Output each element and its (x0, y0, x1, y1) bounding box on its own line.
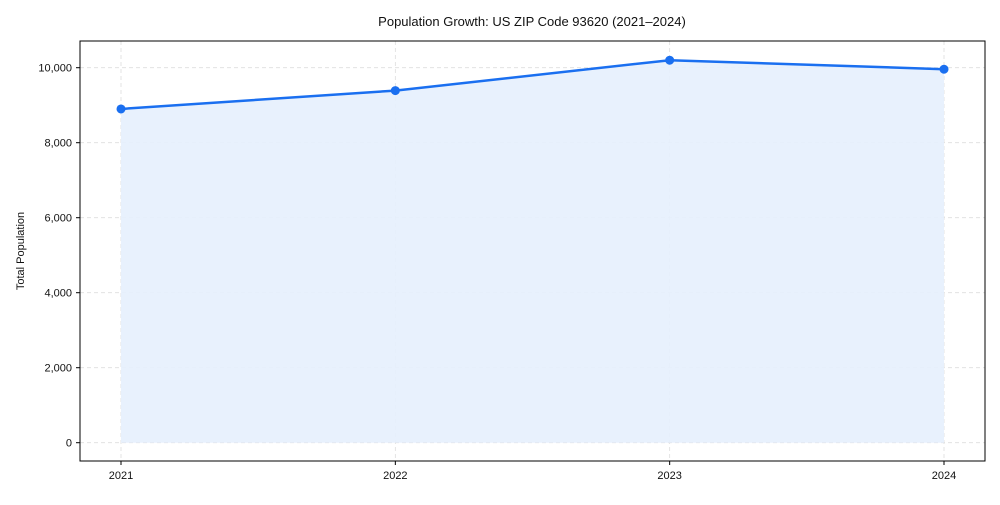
data-point (939, 64, 949, 74)
area-fill (121, 60, 944, 443)
x-tick-label: 2022 (383, 470, 407, 482)
y-tick-label: 4,000 (44, 288, 72, 300)
x-tick-label: 2023 (657, 470, 681, 482)
series-line (120, 58, 945, 111)
plot-frame (79, 40, 986, 462)
x-tick-label: 2024 (932, 470, 956, 482)
data-point (116, 104, 126, 114)
series-layer (116, 55, 949, 114)
data-point (665, 55, 675, 65)
data-point (390, 86, 400, 96)
y-tick-label: 8,000 (44, 138, 72, 150)
x-tick-label: 2021 (109, 470, 133, 482)
y-axis-label: Total Population (15, 212, 27, 290)
y-tick-label: 2,000 (44, 363, 72, 375)
y-tick-label: 10,000 (38, 63, 72, 75)
chart-title: Population Growth: US ZIP Code 93620 (20… (378, 14, 686, 29)
axes: 0 2,000 4,000 6,000 8,000 10,000 2021 2022 2023 2… (38, 63, 956, 482)
area-layer (121, 60, 944, 443)
y-tick-label: 6,000 (44, 213, 72, 225)
y-tick-label: 0 (66, 438, 72, 450)
